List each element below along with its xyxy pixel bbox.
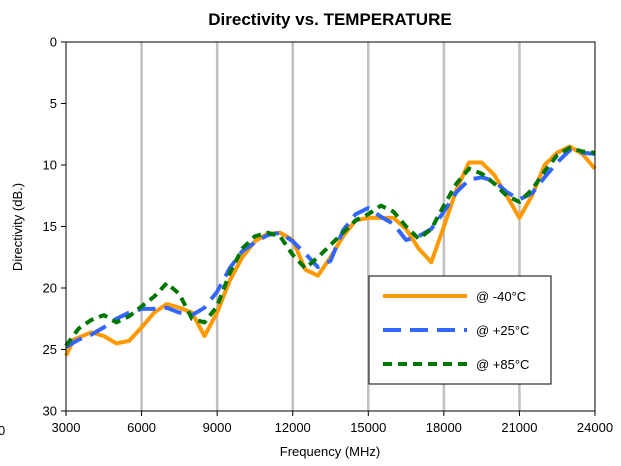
y-tick-label: 15 bbox=[43, 219, 57, 234]
y-tick-label: 0 bbox=[50, 35, 57, 50]
y-axis-label: Directivity (dB.) bbox=[10, 183, 25, 271]
series-line-2 bbox=[64, 148, 596, 349]
x-tick-label: 3000 bbox=[52, 420, 81, 435]
x-axis-label: Frequency (MHz) bbox=[280, 444, 380, 459]
stray-tick-label: 0 bbox=[0, 423, 5, 438]
legend-label-2: @ +25°C bbox=[476, 323, 529, 338]
y-tick-label: 5 bbox=[50, 96, 57, 111]
axes bbox=[61, 41, 596, 416]
legend: @ -40°C @ +25°C @ +85°C bbox=[368, 275, 552, 385]
x-tick-label: 12000 bbox=[275, 420, 311, 435]
chart-title: Directivity vs. TEMPERATURE bbox=[208, 10, 451, 29]
series-group bbox=[64, 144, 597, 357]
x-tick-label: 24000 bbox=[577, 420, 613, 435]
x-tick-label: 15000 bbox=[350, 420, 386, 435]
x-tick-label: 9000 bbox=[203, 420, 232, 435]
y-tick-label: 20 bbox=[43, 281, 57, 296]
y-tick-label: 30 bbox=[43, 404, 57, 419]
x-tick-label: 21000 bbox=[501, 420, 537, 435]
legend-label-1: @ -40°C bbox=[476, 289, 526, 304]
x-tick-label: 18000 bbox=[426, 420, 462, 435]
x-tick-label: 6000 bbox=[127, 420, 156, 435]
series-line-3 bbox=[64, 145, 596, 347]
y-tick-label: 10 bbox=[43, 158, 57, 173]
y-tick-label: 25 bbox=[43, 342, 57, 357]
legend-label-3: @ +85°C bbox=[476, 357, 529, 372]
